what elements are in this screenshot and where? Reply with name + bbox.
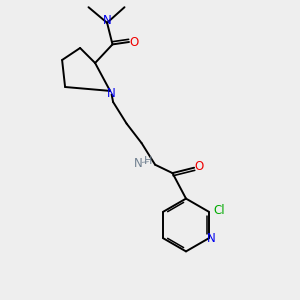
- Text: O: O: [195, 160, 204, 173]
- Text: N: N: [103, 14, 112, 27]
- Text: N: N: [207, 232, 216, 245]
- Text: Cl: Cl: [214, 204, 225, 217]
- Text: N: N: [134, 157, 143, 170]
- Text: H: H: [144, 156, 153, 166]
- Text: N: N: [107, 87, 116, 101]
- Text: O: O: [130, 35, 139, 49]
